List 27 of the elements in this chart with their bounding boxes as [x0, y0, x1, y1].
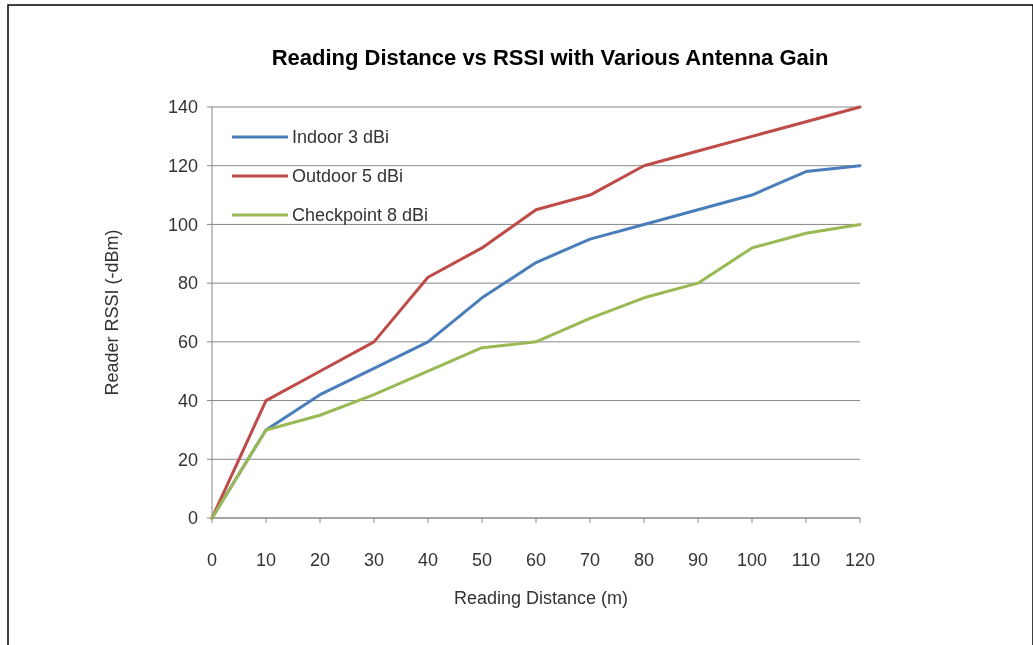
- legend-label: Outdoor 5 dBi: [292, 166, 404, 187]
- x-tick-label: 0: [206, 550, 218, 570]
- y-tick-label: 60: [177, 332, 198, 353]
- x-tick-label: 60: [525, 550, 547, 570]
- x-tick-label: 10: [255, 550, 277, 570]
- chart-title: Reading Distance vs RSSI with Various Antenna Gain: [271, 45, 829, 70]
- y-axis-title: Reader RSSI (-dBm): [102, 229, 122, 396]
- y-tick-label: 20: [177, 449, 198, 470]
- x-axis-title: Reading Distance (m): [453, 588, 629, 608]
- x-tick-label: 80: [633, 550, 655, 570]
- x-tick-label: 30: [363, 550, 385, 570]
- y-tick-label: 0: [187, 508, 198, 529]
- x-tick-label: 20: [309, 550, 331, 570]
- legend-label: Checkpoint 8 dBi: [292, 205, 429, 226]
- x-tick-label: 110: [791, 550, 821, 570]
- legend-label: Indoor 3 dBi: [292, 127, 390, 148]
- x-tick-label: 120: [844, 550, 876, 570]
- y-tick-label: 40: [177, 390, 198, 411]
- x-tick-label: 70: [579, 550, 601, 570]
- x-tick-label: 50: [471, 550, 493, 570]
- y-tick-label: 80: [177, 273, 198, 294]
- x-tick-label: 90: [687, 550, 709, 570]
- y-tick-label: 100: [167, 214, 198, 235]
- y-tick-label: 120: [167, 156, 198, 177]
- x-tick-label: 40: [417, 550, 439, 570]
- y-tick-label: 140: [167, 97, 198, 118]
- x-tick-label: 100: [736, 550, 768, 570]
